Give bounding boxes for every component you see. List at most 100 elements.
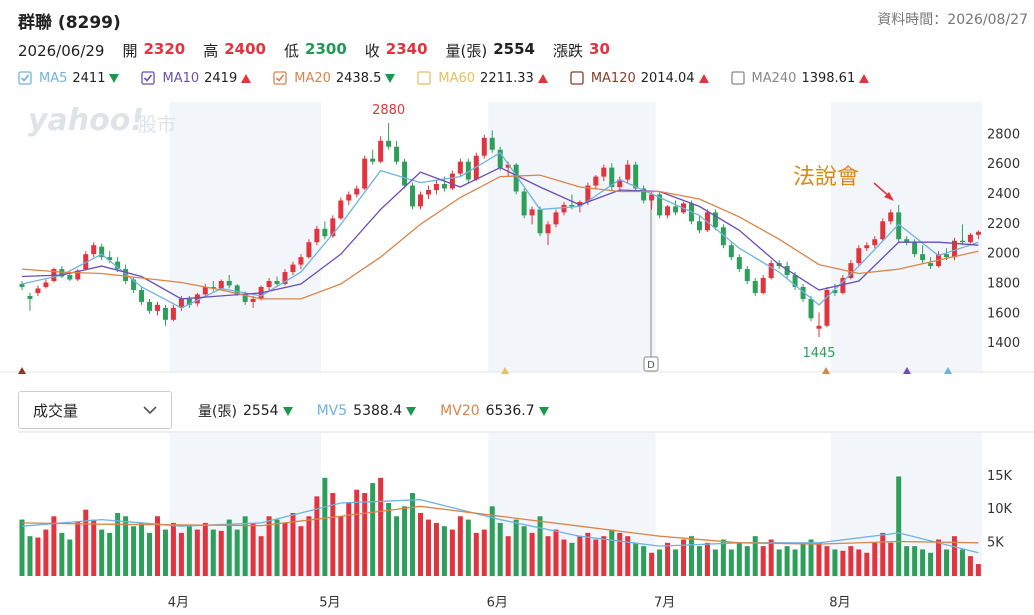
volume-bar xyxy=(657,549,663,576)
volume-bar xyxy=(346,503,352,576)
legend-value: 2014.04 xyxy=(640,71,695,86)
candle-body xyxy=(928,263,934,267)
candle-body xyxy=(290,264,296,273)
volume-bar xyxy=(354,489,360,576)
candle-body xyxy=(91,245,97,255)
quote-label: 收 xyxy=(364,42,380,60)
candle-body xyxy=(386,140,392,147)
candle-body xyxy=(673,206,679,213)
volume-bar xyxy=(928,552,934,576)
volume-bar xyxy=(330,493,336,576)
candle-body xyxy=(202,286,208,295)
checkbox[interactable] xyxy=(570,71,585,86)
volume-bar xyxy=(768,539,774,576)
candle-body xyxy=(242,294,248,302)
checkbox[interactable] xyxy=(273,71,288,86)
trend-arrow-shape xyxy=(406,406,417,416)
legend-name: MA240 xyxy=(751,71,797,86)
volume-bar xyxy=(951,536,957,576)
candle-body xyxy=(641,188,647,201)
candle-body xyxy=(816,325,822,329)
signal-marker[interactable] xyxy=(903,367,911,374)
watermark: 股市 xyxy=(138,114,176,136)
trend-arrow-shape xyxy=(109,74,120,83)
checkbox-frame xyxy=(570,71,584,85)
candle-body xyxy=(959,240,965,243)
signal-marker[interactable] xyxy=(822,367,830,374)
candle-body xyxy=(410,185,416,207)
quote-value: 2320 xyxy=(143,40,186,58)
ma-legend-item: MA240 1398.61 xyxy=(730,71,870,86)
candle-body xyxy=(649,194,655,201)
checkbox[interactable] xyxy=(18,71,33,86)
quote-value: 2554 xyxy=(493,40,535,58)
candle-body xyxy=(720,227,726,246)
candle-body xyxy=(912,242,918,255)
checkbox[interactable] xyxy=(730,71,746,86)
legend-name: MA120 xyxy=(590,71,636,86)
volume-bar xyxy=(131,526,137,576)
volume-bar xyxy=(258,536,264,576)
candle-body xyxy=(736,257,742,270)
volume-bar xyxy=(617,532,623,576)
volume-bar xyxy=(99,529,105,576)
volume-bar xyxy=(776,549,782,576)
candle-body xyxy=(609,167,615,188)
trend-arrow xyxy=(282,406,293,416)
checkbox[interactable] xyxy=(141,71,156,86)
candle-body xyxy=(449,173,455,189)
candle-body xyxy=(35,288,41,293)
ma-line xyxy=(21,505,979,545)
candle-body xyxy=(59,269,65,277)
candle-body xyxy=(99,246,105,258)
quote-label: 高 xyxy=(203,42,219,60)
signal-marker[interactable] xyxy=(501,367,509,374)
volume-bar xyxy=(880,532,886,576)
volume-bar xyxy=(27,536,33,576)
candle-body xyxy=(330,218,336,237)
candle-body xyxy=(139,289,145,302)
legend-name: MA60 xyxy=(438,71,476,86)
legend-value: 2411 xyxy=(72,71,106,86)
month-band xyxy=(488,102,656,372)
candle-body xyxy=(394,146,400,162)
checkbox[interactable] xyxy=(417,71,432,86)
volume-bar xyxy=(904,546,910,576)
volume-bar xyxy=(832,549,838,576)
volume-bar xyxy=(521,526,527,576)
candle-body xyxy=(561,204,567,213)
volume-bar xyxy=(194,529,200,576)
candle-body xyxy=(115,261,121,270)
volume-bar xyxy=(760,546,766,576)
volume-bar xyxy=(728,549,734,576)
check xyxy=(276,74,285,82)
y-tick-label: 15K xyxy=(987,469,1013,484)
candle-body xyxy=(856,248,862,264)
event-box[interactable] xyxy=(643,356,659,372)
volume-bar xyxy=(402,506,408,576)
volume-bar xyxy=(410,493,416,576)
candle-body xyxy=(354,188,360,195)
data-time: 資料時間：2026/08/27 xyxy=(877,12,1028,28)
signal-marker[interactable] xyxy=(944,367,952,374)
candle-body xyxy=(457,161,463,174)
candle-body xyxy=(792,275,798,287)
candle-body xyxy=(840,278,846,293)
volume-bar xyxy=(641,546,647,576)
volume-bar xyxy=(975,564,981,576)
candle-body xyxy=(967,234,973,243)
volume-bar xyxy=(35,537,41,576)
quote-item: 低 2300 xyxy=(284,40,347,61)
volume-bar xyxy=(178,532,184,576)
quote-item: 開 2320 xyxy=(122,40,185,61)
volume-bar xyxy=(170,522,176,576)
volume-bar xyxy=(162,529,168,576)
volume-bar xyxy=(497,522,503,576)
signal-marker[interactable] xyxy=(18,367,26,374)
volume-bar xyxy=(218,530,224,576)
indicator-select[interactable]: 成交量 xyxy=(18,391,172,429)
low-label: 1445 xyxy=(802,346,835,361)
candle-body xyxy=(402,161,408,186)
volume-bar xyxy=(298,526,304,576)
